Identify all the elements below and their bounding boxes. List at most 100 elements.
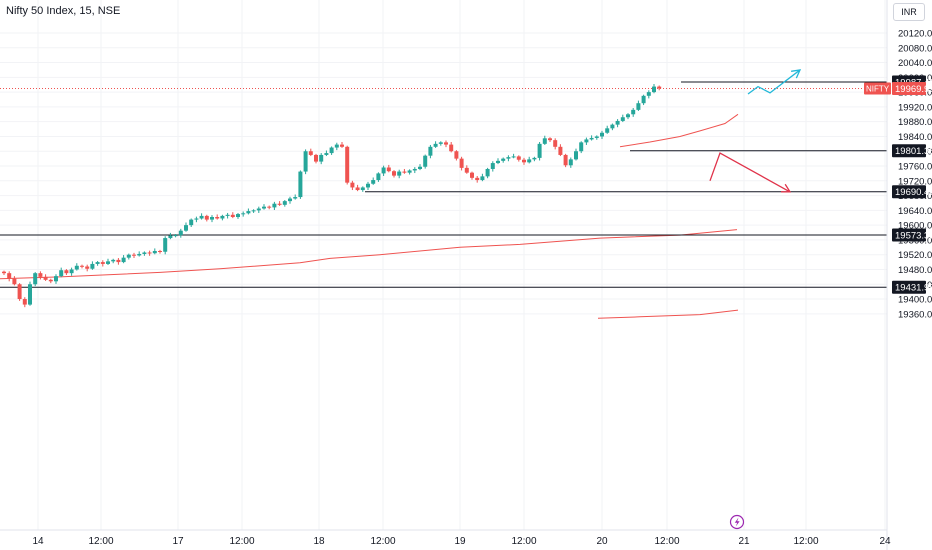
projection-arrowhead <box>791 69 802 79</box>
candle-body <box>225 214 230 216</box>
candle-body <box>386 167 391 172</box>
candle-body <box>589 137 594 140</box>
candle-body <box>173 235 178 237</box>
price-tick-label: 19720.00 <box>898 176 932 187</box>
candle-body <box>553 140 558 147</box>
candle-body <box>548 138 552 141</box>
candle-body <box>95 262 100 264</box>
candle-body <box>80 265 84 267</box>
candle-body <box>267 206 272 208</box>
candle-body <box>626 114 630 118</box>
price-tick-label: 20080.00 <box>898 43 932 54</box>
horizontal-levels[interactable] <box>0 81 887 288</box>
lightning-icon[interactable] <box>729 514 745 530</box>
candle-body <box>574 151 578 160</box>
candle-body <box>90 263 95 269</box>
candle-body <box>600 132 604 137</box>
candle-body <box>220 215 225 219</box>
last-price-label: 19969.95 <box>895 84 932 95</box>
time-tick-label: 12:00 <box>793 536 818 547</box>
time-tick-label: 24 <box>879 536 891 547</box>
price-labels: 19987.4019801.3519690.4019573.3519431.95… <box>864 75 932 294</box>
candle-body <box>522 159 526 163</box>
candle-body <box>605 128 610 133</box>
candle-body <box>584 139 589 143</box>
candle-body <box>345 146 350 183</box>
candle-body <box>2 271 6 274</box>
candle-body <box>527 159 532 163</box>
candle-body <box>537 143 542 158</box>
candle-body <box>38 273 43 277</box>
candle-body <box>402 171 407 173</box>
candle-body <box>178 230 183 236</box>
level-price-badge <box>892 280 926 294</box>
candle-body <box>85 266 90 269</box>
candle-body <box>366 183 370 188</box>
currency-button[interactable]: INR <box>893 3 925 21</box>
candle-body <box>485 168 490 177</box>
price-tick-label: 19640.00 <box>898 206 932 217</box>
candle-body <box>329 147 334 154</box>
moving-average-line <box>619 113 739 148</box>
projection-arrows[interactable] <box>709 69 802 193</box>
symbol-label: NIFTY <box>866 84 890 93</box>
candle-body <box>142 252 147 254</box>
time-tick-label: 19 <box>454 536 466 547</box>
projection-path[interactable] <box>747 69 801 95</box>
candle-body <box>69 269 74 274</box>
candle-body <box>631 109 636 115</box>
candle-body <box>511 156 516 158</box>
candle-body <box>579 142 584 152</box>
candle-body <box>184 225 188 231</box>
candle-body <box>241 213 246 215</box>
candle-body <box>641 95 646 104</box>
candle-body <box>64 270 69 274</box>
candle-body <box>490 163 495 169</box>
price-tick-label: 19480.00 <box>898 265 932 276</box>
time-tick-label: 12:00 <box>370 536 395 547</box>
candle-body <box>126 254 131 258</box>
candle-body <box>132 254 136 256</box>
moving-average-line <box>0 229 738 280</box>
price-tick-label: 19920.00 <box>898 102 932 113</box>
candle-body <box>532 157 537 160</box>
candle-body <box>350 182 355 188</box>
price-tick-label: 19840.00 <box>898 132 932 143</box>
candle-body <box>282 201 287 205</box>
candle-body <box>194 218 199 220</box>
projection-arrowhead <box>780 183 792 193</box>
time-tick-label: 17 <box>172 536 184 547</box>
time-axis[interactable]: 14 12:00 17 12:00 18 12:00 19 12:00 20 12:00 21 12:… <box>32 536 891 547</box>
grid-lines <box>0 0 887 530</box>
candle-body <box>381 167 386 174</box>
price-tick-label: 19400.00 <box>898 295 932 306</box>
candle-body <box>334 144 339 148</box>
candle-body <box>43 276 48 280</box>
level-price-label: 19431.95 <box>895 283 932 294</box>
candle-body <box>277 203 282 205</box>
candle-body <box>568 159 573 166</box>
candle-body <box>480 176 485 181</box>
price-tick-label: 20040.00 <box>898 58 932 69</box>
candle-body <box>418 166 422 169</box>
candle-body <box>28 284 32 305</box>
time-tick-label: 20 <box>596 536 608 547</box>
candle-body <box>303 151 308 172</box>
candle-body <box>620 117 625 121</box>
candle-body <box>189 219 194 226</box>
candle-body <box>262 206 266 209</box>
price-axis[interactable]: 20120.0020080.0020040.0020000.0019960.00… <box>898 29 932 321</box>
candle-body <box>230 214 235 218</box>
candle-body <box>563 154 568 166</box>
candle-body <box>7 273 12 279</box>
price-tick-label: 19600.00 <box>898 221 932 232</box>
time-tick-label: 12:00 <box>229 536 254 547</box>
time-tick-label: 21 <box>738 536 750 547</box>
price-tick-label: 19760.00 <box>898 162 932 173</box>
candle-body <box>438 142 443 144</box>
price-tick-label: 19360.00 <box>898 309 932 320</box>
level-price-badge <box>892 228 926 242</box>
level-price-label: 19573.35 <box>895 230 932 241</box>
projection-path[interactable] <box>709 152 791 193</box>
